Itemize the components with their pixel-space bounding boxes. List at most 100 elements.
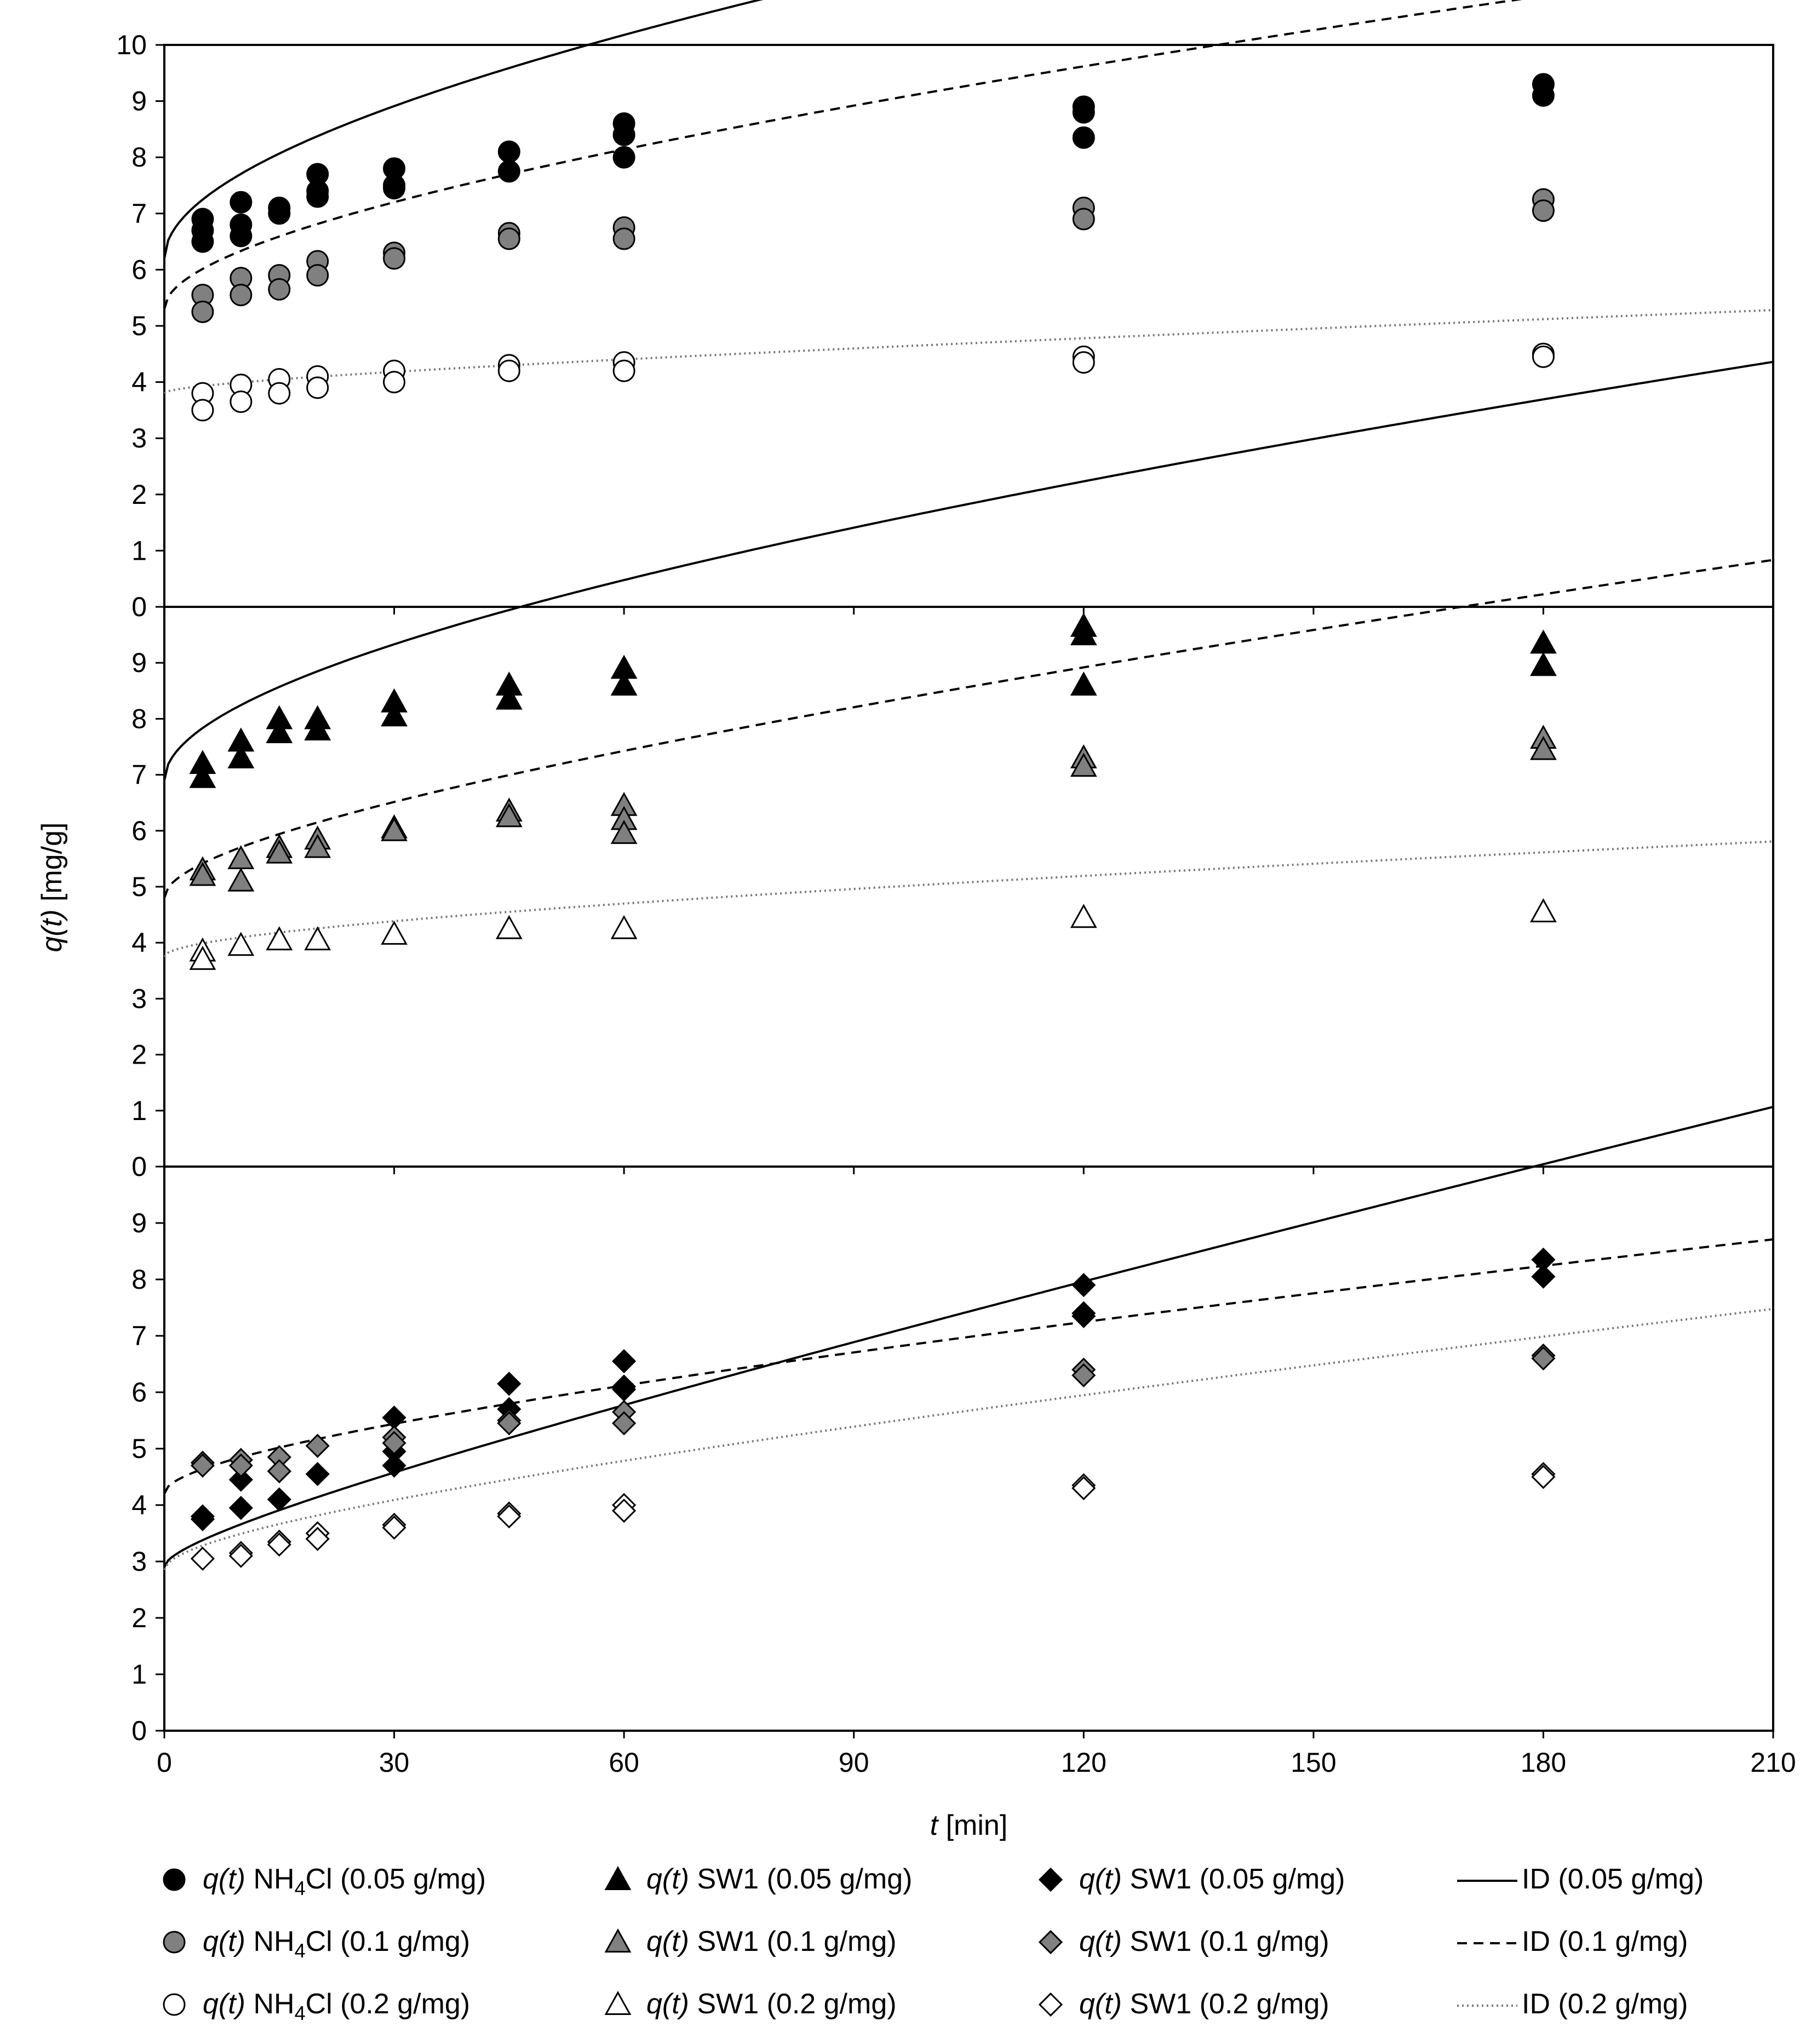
data-point [382, 1453, 406, 1478]
data-point [1071, 1476, 1096, 1501]
legend-marker-diamond [1038, 1930, 1063, 1955]
data-point [497, 1371, 521, 1396]
y-tick-label: 5 [131, 871, 147, 902]
y-tick-label: 10 [116, 30, 147, 60]
panel-frame [163, 606, 1774, 1168]
data-point [191, 300, 214, 323]
data-point [497, 359, 520, 382]
data-point [306, 376, 329, 399]
legend-label-sub: 4 [295, 1939, 306, 1962]
legend-label-text: SW1 (0.05 g/mg) [697, 1863, 912, 1895]
data-point [1072, 101, 1095, 124]
y-tick-label: 5 [131, 1433, 147, 1464]
y-tick-label: 4 [131, 927, 147, 958]
legend-label: q(t) SW1 (0.05 g/mg) [646, 1863, 912, 1895]
data-point [305, 1462, 330, 1486]
data-point [304, 926, 331, 951]
data-point [1072, 126, 1095, 149]
y-tick-label: 8 [131, 142, 147, 173]
y-tick-label: 6 [131, 254, 147, 285]
x-tick-label: 210 [1750, 1747, 1796, 1778]
data-point [268, 382, 291, 405]
y-tick-label: 1 [131, 1095, 147, 1126]
data-point [190, 1507, 215, 1531]
panel-bottom: 0 1 2 3 4 5 6 7 8 9 [131, 1106, 1774, 1746]
legend-item: q(t) SW1 (0.2 g/mg) [1038, 1988, 1329, 2020]
y-tick-label: 0 [131, 1151, 147, 1182]
data-point [268, 278, 291, 301]
legend-item: q(t) SW1 (0.05 g/mg) [604, 1863, 912, 1895]
legend-label: q(t) SW1 (0.05 g/mg) [1079, 1863, 1345, 1895]
data-point [381, 817, 408, 841]
data-point [497, 160, 520, 183]
y-tick-label: 4 [131, 1490, 147, 1520]
data-point [227, 932, 255, 956]
y-tick-label: 9 [131, 647, 147, 678]
data-point [610, 915, 638, 939]
legend-label: ID (0.2 g/mg) [1522, 1988, 1688, 2020]
data-point [189, 945, 216, 970]
fit-curve-dashed [163, 0, 1523, 309]
data-point [1530, 652, 1557, 676]
fit-curve-dashed [163, 559, 1774, 899]
series-white [191, 342, 1555, 422]
data-point [1072, 351, 1095, 374]
legend-label-var: q(t) [1079, 1863, 1130, 1895]
data-point [305, 1526, 330, 1551]
data-point [382, 1515, 406, 1540]
data-point [306, 264, 329, 287]
legend-marker-triangle [604, 1866, 632, 1890]
data-point [304, 716, 331, 740]
data-point [1071, 1304, 1096, 1329]
legend-marker-triangle [604, 1928, 632, 1953]
legend-item: q(t) SW1 (0.05 g/mg) [1038, 1863, 1345, 1895]
legend-item: q(t) SW1 (0.1 g/mg) [1038, 1926, 1329, 1957]
data-point [1070, 621, 1097, 646]
data-point [382, 1431, 406, 1455]
data-point [612, 1411, 637, 1436]
data-point [227, 744, 255, 768]
legend-marker-circle [163, 1993, 186, 2016]
legend-label-text: SW1 (0.2 g/mg) [697, 1988, 896, 2020]
data-point [230, 225, 253, 248]
data-point [1532, 345, 1555, 368]
data-point [495, 685, 523, 710]
legend-marker-circle [163, 1931, 186, 1954]
legend-label-text: NH [253, 1863, 294, 1895]
x-axis-label: t [min] [930, 1810, 1008, 1841]
y-axis-label-group: q(t) [mg/g] [36, 823, 68, 952]
data-point [191, 399, 214, 422]
legend-label-sub: 4 [295, 1877, 306, 1899]
data-point [1071, 1273, 1096, 1297]
data-point [266, 926, 293, 951]
x-tick-label: 30 [379, 1747, 410, 1778]
x-tick-label: 60 [609, 1747, 639, 1778]
y-tick-label: 8 [131, 703, 147, 734]
series-gray [189, 725, 1557, 892]
x-tick-label: 0 [157, 1747, 172, 1778]
data-point [190, 1546, 215, 1571]
data-point [189, 862, 216, 886]
data-point [497, 1411, 521, 1436]
x-axis: 0 30 60 90 120 150 180 210 t [min] [157, 1747, 1796, 1841]
data-point [1532, 84, 1555, 107]
legend-marker-diamond [1038, 1867, 1063, 1892]
data-point [381, 920, 408, 945]
legend-label-text-2: Cl (0.2 g/mg) [306, 1988, 471, 2020]
legend-item: q(t) NH4Cl (0.2 g/mg) [163, 1988, 471, 2024]
legend-label-var: q(t) [646, 1926, 697, 1957]
data-point [228, 1496, 253, 1520]
data-point [612, 146, 635, 169]
data-point [1530, 629, 1557, 654]
fit-curve-dashed [163, 1238, 1774, 1495]
x-axis-label-var: t [930, 1810, 939, 1841]
data-point [1070, 753, 1097, 777]
legend-label-var: q(t) [646, 1863, 697, 1895]
y-axis-label-unit: [mg/g] [36, 823, 68, 910]
data-point [1531, 1465, 1556, 1489]
y-tick-label: 4 [131, 367, 147, 398]
data-point [497, 140, 520, 163]
data-point [228, 1467, 253, 1492]
legend-label-var: q(t) [203, 1926, 253, 1957]
y-tick-label: 2 [131, 479, 147, 510]
